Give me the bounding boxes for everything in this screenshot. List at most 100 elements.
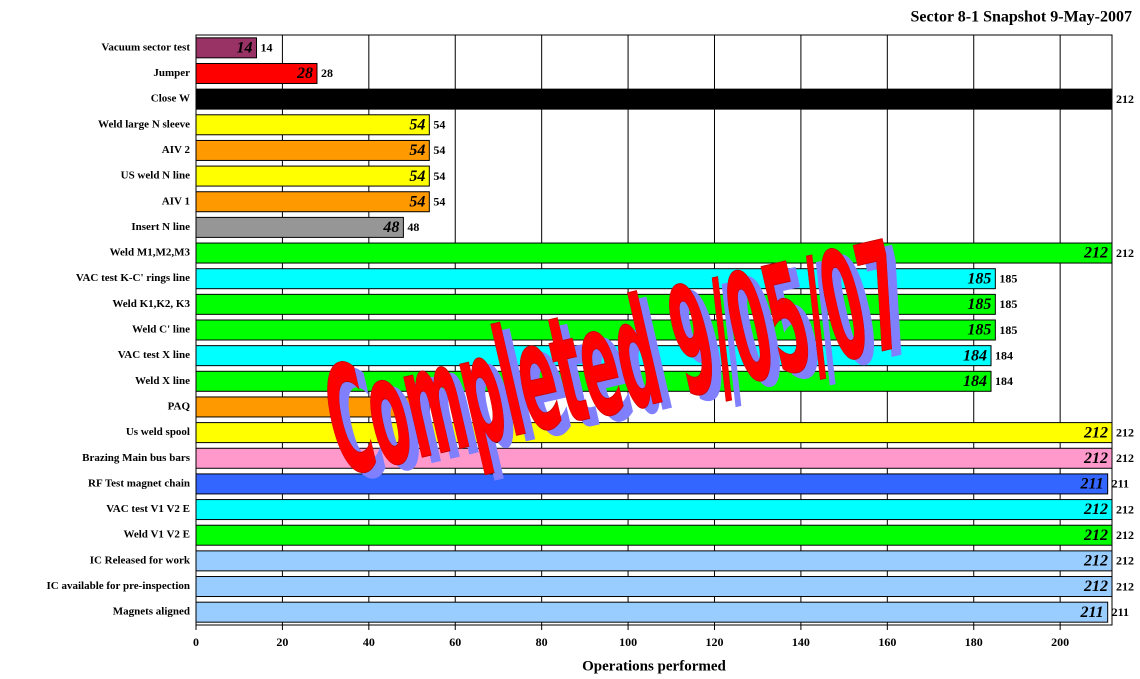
x-tick-label: 160 <box>878 635 896 649</box>
bar-value-label: 54 <box>433 169 445 183</box>
y-tick-label: Jumper <box>153 67 190 79</box>
bar-value-label: 212 <box>1116 451 1134 465</box>
bar <box>195 165 430 187</box>
bar-inner-label: 211 <box>1080 476 1104 493</box>
bar-inner-label: 185 <box>967 296 991 313</box>
chart-title: Sector 8-1 Snapshot 9-May-2007 <box>911 9 1132 26</box>
bar-inner-label: 14 <box>236 39 252 56</box>
bar <box>195 319 996 341</box>
bar-inner-label: 212 <box>1083 527 1108 544</box>
bar-value-label: 211 <box>1112 477 1129 491</box>
bar-value-label: 184 <box>995 348 1013 362</box>
bar-inner-label: 48 <box>382 219 399 236</box>
bar-value-label: 185 <box>999 297 1017 311</box>
y-tick-label: Insert N line <box>131 221 190 233</box>
bar-inner-label: 185 <box>967 270 991 287</box>
bar <box>195 293 996 315</box>
x-tick-label: 80 <box>536 635 548 649</box>
bar-value-label: 212 <box>1116 554 1134 568</box>
x-tick-label: 60 <box>449 635 461 649</box>
bar-value-label: 54 <box>433 400 445 414</box>
y-tick-label: Weld C' line <box>132 324 190 336</box>
bar-inner-label: 54 <box>409 168 425 185</box>
bar-value-label: 212 <box>1116 502 1134 516</box>
bar-value-label: 212 <box>1116 528 1134 542</box>
bar <box>195 576 1113 598</box>
x-axis-title: Operations performed <box>582 658 726 674</box>
y-tick-label: VAC test X line <box>118 349 190 361</box>
bar-value-label: 212 <box>1116 92 1134 106</box>
bar <box>195 88 1113 110</box>
y-tick-label: US weld N line <box>121 170 190 182</box>
bar <box>195 422 1113 444</box>
bar-inner-label: 212 <box>1083 553 1108 570</box>
y-tick-label: Close W <box>151 93 190 105</box>
y-tick-label: Weld M1,M2,M3 <box>110 247 191 259</box>
y-tick-label: IC Released for work <box>90 554 191 566</box>
x-tick-label: 100 <box>619 635 637 649</box>
bar-inner-label: 184 <box>963 347 987 364</box>
y-tick-label: RF Test magnet chain <box>88 477 190 489</box>
bar-value-label: 185 <box>999 323 1017 337</box>
y-tick-label: Weld large N sleeve <box>98 118 190 130</box>
bar-value-label: 184 <box>995 374 1013 388</box>
x-tick-label: 120 <box>705 635 723 649</box>
y-tick-label: Brazing Main bus bars <box>82 452 191 464</box>
bar-inner-label: 212 <box>1083 245 1108 262</box>
x-tick-label: 0 <box>193 635 199 649</box>
bar <box>195 550 1113 572</box>
bar-value-label: 14 <box>260 41 272 55</box>
y-tick-label: VAC test K-C' rings line <box>76 272 190 284</box>
bar-value-label: 212 <box>1116 579 1134 593</box>
bar <box>195 268 996 290</box>
bar-value-label: 185 <box>999 271 1017 285</box>
bar-inner-label: 212 <box>1083 450 1108 467</box>
bar <box>195 473 1109 495</box>
bar-inner-label: 54 <box>409 116 425 133</box>
bar <box>195 524 1113 546</box>
bar-value-label: 28 <box>321 66 333 80</box>
x-tick-label: 140 <box>792 635 810 649</box>
bar-value-label: 54 <box>433 194 445 208</box>
bar-value-label: 54 <box>433 143 445 157</box>
x-tick-label: 40 <box>363 635 375 649</box>
bar-inner-label: 184 <box>963 373 987 390</box>
bar <box>195 345 992 367</box>
bar-inner-label: 212 <box>1083 424 1108 441</box>
y-tick-label: IC available for pre-inspection <box>46 580 190 592</box>
bar-inner-label: 54 <box>409 193 425 210</box>
bar-value-label: 54 <box>433 118 445 132</box>
bar-inner-label: 211 <box>1080 604 1104 621</box>
y-tick-label: Weld X line <box>135 375 190 387</box>
y-tick-label: Magnets aligned <box>113 606 190 618</box>
bar-value-label: 211 <box>1112 605 1129 619</box>
y-tick-label: VAC test V1 V2 E <box>106 503 190 515</box>
bar-value-label: 48 <box>407 220 419 234</box>
y-tick-label: PAQ <box>168 400 191 412</box>
bar-inner-label: 212 <box>1083 578 1108 595</box>
bar-value-label: 212 <box>1116 425 1134 439</box>
bar <box>195 114 430 136</box>
bar-inner-label: 28 <box>296 65 313 82</box>
bar <box>195 370 992 392</box>
bar-inner-label: 54 <box>409 399 425 416</box>
bar <box>195 216 404 238</box>
bar <box>195 447 1113 469</box>
bar-inner-label: 212 <box>1083 501 1108 518</box>
bar <box>195 37 257 59</box>
bar <box>195 396 430 418</box>
y-tick-label: Vacuum sector test <box>101 41 190 53</box>
y-tick-label: Us weld spool <box>126 426 190 438</box>
y-tick-label: Weld V1 V2 E <box>123 529 190 541</box>
y-tick-label: Weld K1,K2, K3 <box>112 298 190 310</box>
bar <box>195 499 1113 521</box>
x-tick-label: 200 <box>1051 635 1069 649</box>
bar-inner-label: 185 <box>967 322 991 339</box>
bar <box>195 62 318 84</box>
x-tick-label: 20 <box>276 635 288 649</box>
bar <box>195 601 1109 623</box>
bar <box>195 139 430 161</box>
y-tick-label: AIV 2 <box>162 144 191 156</box>
bar-inner-label: 54 <box>409 142 425 159</box>
